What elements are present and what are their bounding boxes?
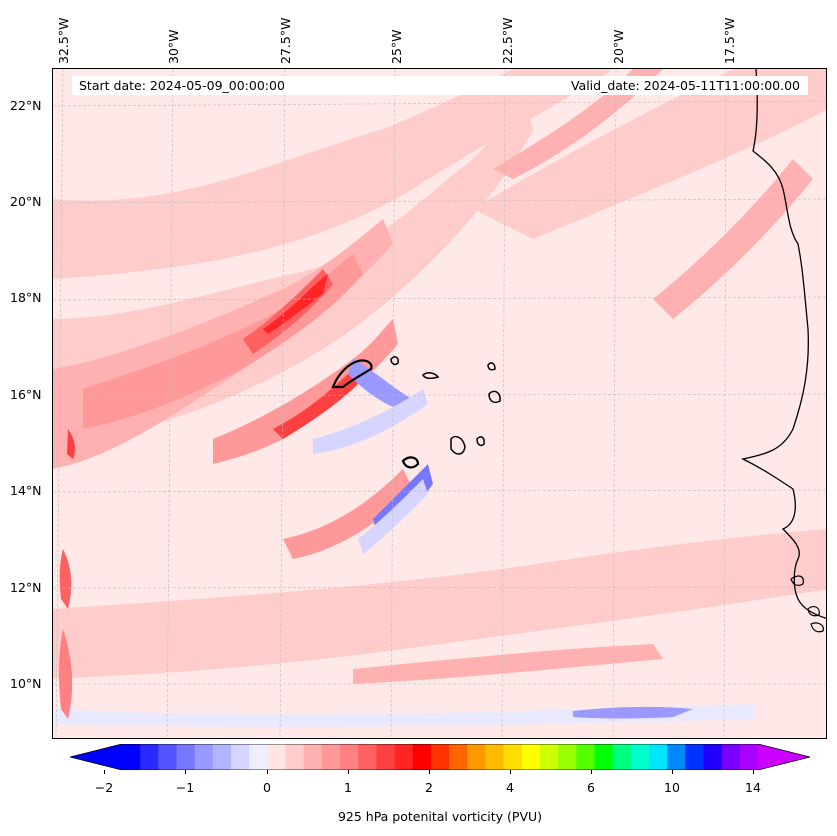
colorbar-segment bbox=[358, 744, 377, 770]
info-banner: Start date: 2024-05-09_00:00:00 Valid_da… bbox=[72, 76, 808, 95]
colorbar-segment bbox=[267, 744, 287, 770]
lat-label: 12°N bbox=[10, 580, 42, 595]
colorbar-segment bbox=[376, 744, 396, 770]
colorbar-segment bbox=[158, 744, 178, 770]
colorbar-segment bbox=[630, 744, 650, 770]
colorbar-segment bbox=[612, 744, 632, 770]
colorbar-segment bbox=[521, 744, 541, 770]
lon-label: 27.5°W bbox=[278, 17, 293, 64]
colorbar-tick-label: 6 bbox=[587, 780, 595, 795]
pv-band bbox=[573, 706, 693, 719]
colorbar-segment bbox=[321, 744, 341, 770]
africa-coastline bbox=[741, 69, 826, 619]
colorbar-segment bbox=[212, 744, 232, 770]
colorbar-tick-mark bbox=[753, 770, 754, 774]
colorbar-segment bbox=[648, 744, 668, 770]
colorbar-segment bbox=[703, 744, 723, 770]
colorbar-segment bbox=[412, 744, 432, 770]
colorbar-segment bbox=[721, 744, 741, 770]
colorbar-tick-mark bbox=[104, 770, 105, 774]
colorbar-tick-label: 0 bbox=[263, 780, 271, 795]
pv-band bbox=[473, 69, 826, 239]
map-field bbox=[53, 69, 826, 738]
pv-band bbox=[348, 359, 413, 409]
colorbar-tick-label: −2 bbox=[94, 780, 114, 795]
colorbar-segment bbox=[394, 744, 414, 770]
lon-label: 32.5°W bbox=[56, 17, 71, 64]
colorbar-tick-label: 2 bbox=[425, 780, 433, 795]
colorbar-tick-label: −1 bbox=[175, 780, 195, 795]
colorbar-tick-label: 1 bbox=[344, 780, 352, 795]
pv-band bbox=[493, 69, 663, 179]
colorbar-segment bbox=[285, 744, 305, 770]
colorbar-segment bbox=[122, 744, 141, 770]
colorbar-tick-label: 14 bbox=[745, 780, 761, 795]
pv-band bbox=[358, 479, 428, 554]
colorbar-tick-mark bbox=[429, 770, 430, 774]
pv-band bbox=[58, 629, 73, 719]
lat-label: 22°N bbox=[10, 98, 42, 113]
colorbar-tick-mark bbox=[591, 770, 592, 774]
colorbar-segment bbox=[449, 744, 468, 770]
colorbar-segment bbox=[594, 744, 614, 770]
colorbar-segment bbox=[503, 744, 523, 770]
lat-label: 14°N bbox=[10, 483, 42, 498]
pv-band bbox=[53, 704, 753, 727]
pv-band bbox=[353, 644, 663, 684]
pv-band bbox=[83, 254, 363, 429]
colorbar-segment bbox=[539, 744, 559, 770]
lat-label: 18°N bbox=[10, 290, 42, 305]
pv-band bbox=[283, 469, 413, 559]
start-date: Start date: 2024-05-09_00:00:00 bbox=[79, 78, 285, 93]
colorbar-segment bbox=[558, 744, 577, 770]
colorbar-segment bbox=[303, 744, 323, 770]
lon-label: 17.5°W bbox=[722, 17, 737, 64]
cabo-verde-islands bbox=[331, 356, 501, 469]
colorbar-segment bbox=[576, 744, 595, 770]
pv-band bbox=[313, 389, 428, 454]
colorbar-segment bbox=[685, 744, 704, 770]
lon-label: 25°W bbox=[389, 29, 404, 64]
pv-band bbox=[213, 319, 398, 464]
colorbar-segment bbox=[249, 744, 268, 770]
colorbar-segment bbox=[667, 744, 686, 770]
colorbar-segment bbox=[194, 744, 214, 770]
graticule bbox=[53, 69, 826, 738]
colorbar-segment bbox=[176, 744, 196, 770]
lat-label: 20°N bbox=[10, 194, 42, 209]
lon-label: 22.5°W bbox=[500, 17, 515, 64]
lat-label: 10°N bbox=[10, 676, 42, 691]
colorbar-tick-mark bbox=[348, 770, 349, 774]
colorbar-segment bbox=[231, 744, 250, 770]
colorbar-tick-mark bbox=[185, 770, 186, 774]
colorbar-segment bbox=[485, 744, 505, 770]
colorbar-tick-label: 4 bbox=[506, 780, 514, 795]
colorbar-tick-mark bbox=[672, 770, 673, 774]
map-panel bbox=[52, 68, 827, 739]
pv-band bbox=[53, 69, 613, 279]
coastal-islands bbox=[790, 575, 824, 633]
colorbar-extend-max bbox=[758, 744, 810, 770]
valid-date: Valid_date: 2024-05-11T11:00:00.00 bbox=[570, 78, 800, 93]
colorbar-extend-min bbox=[70, 744, 122, 770]
colorbar-tick-mark bbox=[267, 770, 268, 774]
colorbar-tick-label: 10 bbox=[664, 780, 680, 795]
colorbar-segment bbox=[430, 744, 450, 770]
lon-label: 20°W bbox=[611, 29, 626, 64]
colorbar bbox=[70, 744, 810, 770]
colorbar-segment bbox=[140, 744, 159, 770]
lon-label: 30°W bbox=[166, 29, 181, 64]
pv-band bbox=[53, 529, 826, 679]
pv-band bbox=[263, 274, 328, 334]
colorbar-segment bbox=[340, 744, 359, 770]
pv-band bbox=[59, 549, 72, 609]
colorbar-label: 925 hPa potenital vorticity (PVU) bbox=[337, 809, 543, 824]
colorbar-tick-mark bbox=[510, 770, 511, 774]
lat-label: 16°N bbox=[10, 387, 42, 402]
pv-band bbox=[67, 429, 76, 459]
colorbar-segment bbox=[467, 744, 486, 770]
colorbar-segment bbox=[739, 744, 759, 770]
